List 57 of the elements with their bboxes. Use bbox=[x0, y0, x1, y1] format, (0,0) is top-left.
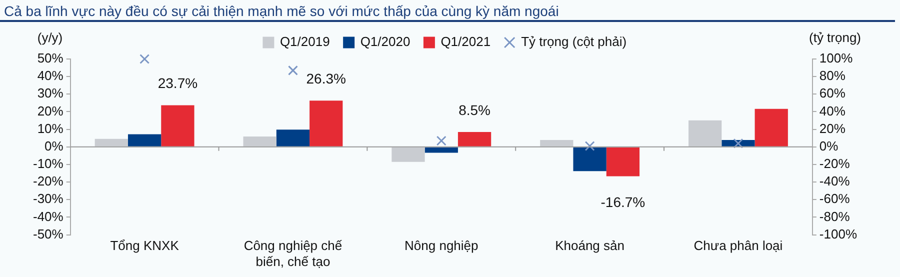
y-tick-label: -50% bbox=[32, 226, 64, 242]
bar bbox=[128, 134, 162, 146]
y2-tick-label: -60% bbox=[819, 191, 850, 206]
y-tick-label: -40% bbox=[32, 208, 64, 224]
x-tick-label: Khoáng sản bbox=[555, 238, 625, 254]
bar bbox=[754, 108, 788, 146]
bar bbox=[573, 147, 606, 172]
bar bbox=[424, 147, 458, 153]
data-label: 23.7% bbox=[158, 75, 198, 92]
bar bbox=[540, 140, 574, 146]
y2-tick-label: -40% bbox=[819, 174, 850, 189]
bar bbox=[94, 138, 128, 146]
data-label: -16.7% bbox=[600, 194, 646, 210]
y2-tick-label: -100% bbox=[819, 226, 858, 242]
y2-tick-label: 80% bbox=[819, 68, 846, 84]
y-tick-label: 30% bbox=[37, 86, 64, 101]
y2-tick-label: 60% bbox=[819, 86, 846, 101]
y2-tick-label: 20% bbox=[819, 120, 846, 136]
y-tick-label: -20% bbox=[32, 174, 64, 189]
y2-axis-title: (tỷ trọng) bbox=[808, 30, 862, 46]
bar bbox=[161, 105, 194, 146]
point bbox=[140, 54, 150, 64]
legend-label: Q1/2021 bbox=[440, 34, 491, 50]
point bbox=[584, 141, 595, 152]
bar bbox=[276, 130, 310, 146]
x-tick-label: Tổng KNXK bbox=[110, 238, 180, 254]
y-tick-label: 40% bbox=[37, 68, 64, 84]
y-tick-label: -10% bbox=[32, 156, 64, 172]
legend-label: Tỷ trọng (cột phải) bbox=[521, 34, 627, 50]
y2-tick-label: -20% bbox=[819, 156, 850, 172]
y-tick-label: 0% bbox=[44, 138, 64, 154]
y-tick-label: -30% bbox=[32, 191, 64, 206]
y-axis-title: (y/y) bbox=[37, 30, 63, 46]
bar bbox=[392, 147, 425, 162]
bar bbox=[458, 132, 492, 146]
x-tick-label: Chưa phân loại bbox=[694, 238, 783, 254]
y-tick-label: 20% bbox=[37, 103, 64, 118]
data-label: 8.5% bbox=[458, 102, 490, 118]
point bbox=[733, 138, 744, 148]
chart-title: Cả ba lĩnh vực này đều có sự cải thiện mạnh mẽ so với mức thấp của cùng kỳ năm ngoái bbox=[0, 0, 895, 22]
y2-tick-label: 0% bbox=[819, 138, 839, 154]
bar bbox=[310, 100, 343, 146]
bar bbox=[243, 136, 276, 146]
x-tick-label: Nông nghiệp bbox=[404, 238, 478, 254]
y2-tick-label: -80% bbox=[819, 208, 850, 224]
y-tick-label: 10% bbox=[37, 120, 64, 136]
point bbox=[436, 136, 446, 146]
y2-tick-label: 100% bbox=[819, 50, 854, 66]
y2-tick-label: 40% bbox=[819, 103, 846, 118]
data-label: 26.3% bbox=[306, 70, 346, 87]
x-tick-label: Công nghiệp chế biến, chế tạo bbox=[244, 238, 343, 269]
bar bbox=[688, 120, 722, 146]
point bbox=[288, 65, 298, 76]
bar bbox=[606, 147, 640, 176]
legend-label: Q1/2019 bbox=[280, 34, 330, 50]
legend-label: Q1/2020 bbox=[360, 34, 410, 50]
y-tick-label: 50% bbox=[37, 50, 64, 66]
